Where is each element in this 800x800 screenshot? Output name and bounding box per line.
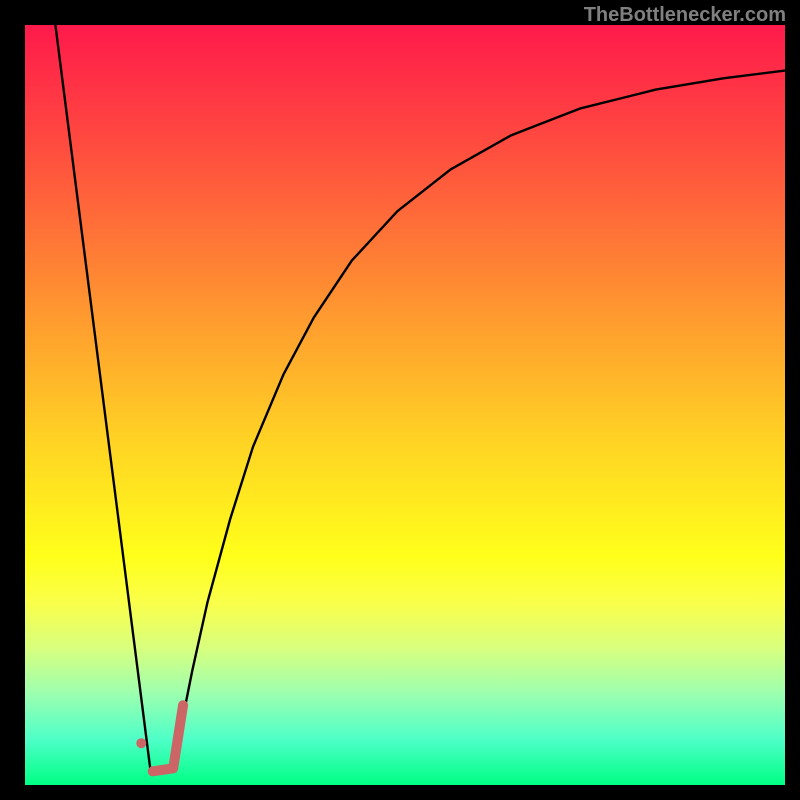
chart-stage: TheBottlenecker.com (0, 0, 800, 800)
plot-area (25, 25, 785, 785)
watermark-text: TheBottlenecker.com (584, 4, 786, 27)
dot-marker (136, 738, 146, 748)
plot-svg (25, 25, 785, 785)
